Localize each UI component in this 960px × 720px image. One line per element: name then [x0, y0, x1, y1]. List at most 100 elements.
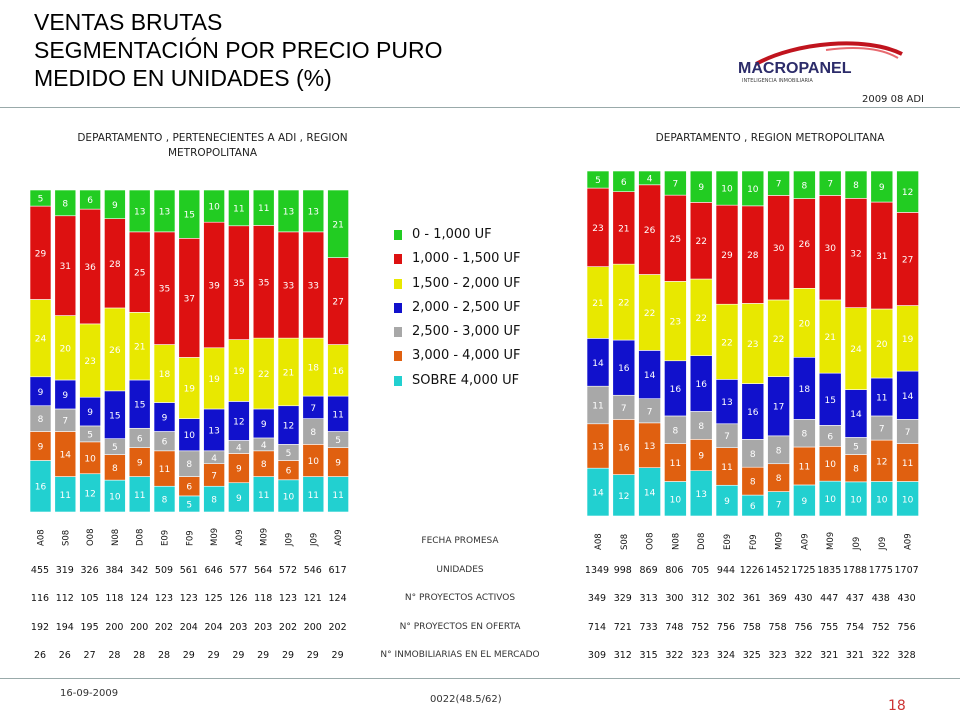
category-label: O08: [86, 528, 96, 546]
data-label: 7: [211, 471, 217, 481]
table-cell: 944: [716, 565, 736, 576]
table-cell: 714: [587, 622, 607, 633]
table-cell: 203: [254, 622, 273, 633]
data-label: 11: [670, 459, 681, 469]
bar-segment: [818, 170, 842, 196]
data-label: 16: [332, 367, 344, 377]
bar-segment: [741, 170, 765, 207]
data-label: 16: [670, 385, 682, 395]
page-title: VENTAS BRUTAS SEGMENTACIÓN POR PRECIO PU…: [34, 8, 443, 92]
data-label: 16: [695, 380, 707, 390]
legend-swatch: [394, 278, 402, 289]
data-label: 7: [62, 417, 68, 427]
legend-label: 3,000 - 4,000 UF: [412, 348, 521, 364]
table-cell: 1725: [791, 565, 816, 576]
data-label: 37: [184, 294, 195, 304]
data-label: 15: [134, 401, 145, 411]
table-cell: 721: [613, 622, 632, 633]
data-label: 28: [747, 251, 759, 261]
data-label: 10: [308, 457, 320, 467]
table-cell: 733: [639, 622, 658, 633]
table-cell: 758: [768, 622, 787, 633]
data-label: 26: [799, 240, 811, 250]
table-cell: 369: [768, 593, 787, 604]
data-label: 11: [134, 491, 145, 501]
data-label: 8: [802, 181, 808, 191]
table-cell: 323: [691, 650, 710, 661]
table-cell: 200: [303, 622, 322, 633]
table-cell: 998: [613, 565, 632, 576]
data-label: 22: [258, 370, 269, 380]
left-chart-title: DEPARTAMENTO , PERTENECIENTES A ADI , RE…: [77, 132, 348, 159]
category-label: F09: [185, 530, 195, 546]
footer-code: 0022(48.5/62): [430, 694, 502, 705]
data-label: 8: [776, 446, 782, 456]
data-label: 14: [644, 371, 656, 381]
data-label: 30: [773, 244, 785, 254]
data-label: 35: [159, 285, 170, 295]
data-label: 39: [208, 281, 220, 291]
table-cell: 1349: [584, 565, 610, 576]
table-cell: 29: [182, 650, 195, 661]
category-label: M09: [826, 532, 836, 550]
data-label: 7: [776, 500, 782, 510]
table-cell: 1775: [868, 565, 893, 576]
data-label: 9: [698, 452, 704, 462]
table-cell: 572: [278, 565, 298, 576]
data-label: 24: [850, 345, 862, 355]
data-label: 10: [184, 431, 196, 441]
bar-segment: [228, 189, 250, 227]
bar-segment: [844, 170, 868, 199]
table-cell: 564: [254, 565, 273, 576]
bar-segment: [178, 189, 201, 239]
table-cell: 28: [108, 650, 121, 661]
data-label: 27: [902, 255, 913, 265]
data-label: 11: [799, 462, 810, 472]
data-label: 13: [208, 426, 219, 436]
data-label: 8: [853, 465, 859, 475]
data-label: 32: [850, 249, 861, 259]
table-cell: 29: [306, 650, 319, 661]
table-cell: 1707: [894, 565, 919, 576]
category-label: E09: [161, 530, 171, 546]
data-label: 21: [592, 299, 603, 309]
table-cell: 361: [742, 593, 761, 604]
data-label: 10: [721, 185, 733, 195]
data-label: 4: [647, 174, 653, 184]
bar-segment: [277, 189, 300, 233]
table-cell: 124: [328, 593, 347, 604]
table-cell: 329: [613, 593, 632, 604]
data-label: 13: [644, 442, 655, 452]
data-label: 9: [724, 497, 730, 507]
data-label: 12: [84, 489, 95, 499]
data-label: 8: [112, 464, 118, 474]
data-label: 6: [162, 438, 168, 448]
table-cell: 118: [254, 593, 273, 604]
bar-segment: [104, 189, 126, 219]
table-cell: 752: [691, 622, 710, 633]
bar-segment: [664, 170, 687, 196]
data-label: 10: [850, 495, 862, 505]
data-label: 13: [721, 398, 732, 408]
legend-label: 1,500 - 2,000 UF: [412, 275, 521, 291]
data-label: 16: [618, 444, 630, 454]
table-cell: 312: [613, 650, 632, 661]
data-label: 9: [112, 201, 118, 211]
data-label: 19: [184, 385, 196, 395]
data-label: 8: [698, 422, 704, 432]
data-label: 25: [134, 269, 145, 279]
row-label-unidades: UNIDADES: [436, 565, 484, 575]
right-chart-title: DEPARTAMENTO , REGION METROPOLITANA: [655, 132, 885, 144]
data-label: 11: [308, 491, 319, 501]
bar-segment: [327, 189, 349, 258]
data-label: 25: [670, 235, 681, 245]
category-label: F09: [749, 534, 759, 550]
data-label: 9: [802, 497, 808, 507]
table-cell: 202: [154, 622, 174, 633]
category-label: A09: [334, 529, 344, 546]
data-label: 16: [35, 483, 47, 493]
data-label: 14: [60, 451, 72, 461]
data-label: 21: [134, 343, 145, 353]
table-cell: 203: [229, 622, 248, 633]
table-cell: 748: [665, 622, 684, 633]
